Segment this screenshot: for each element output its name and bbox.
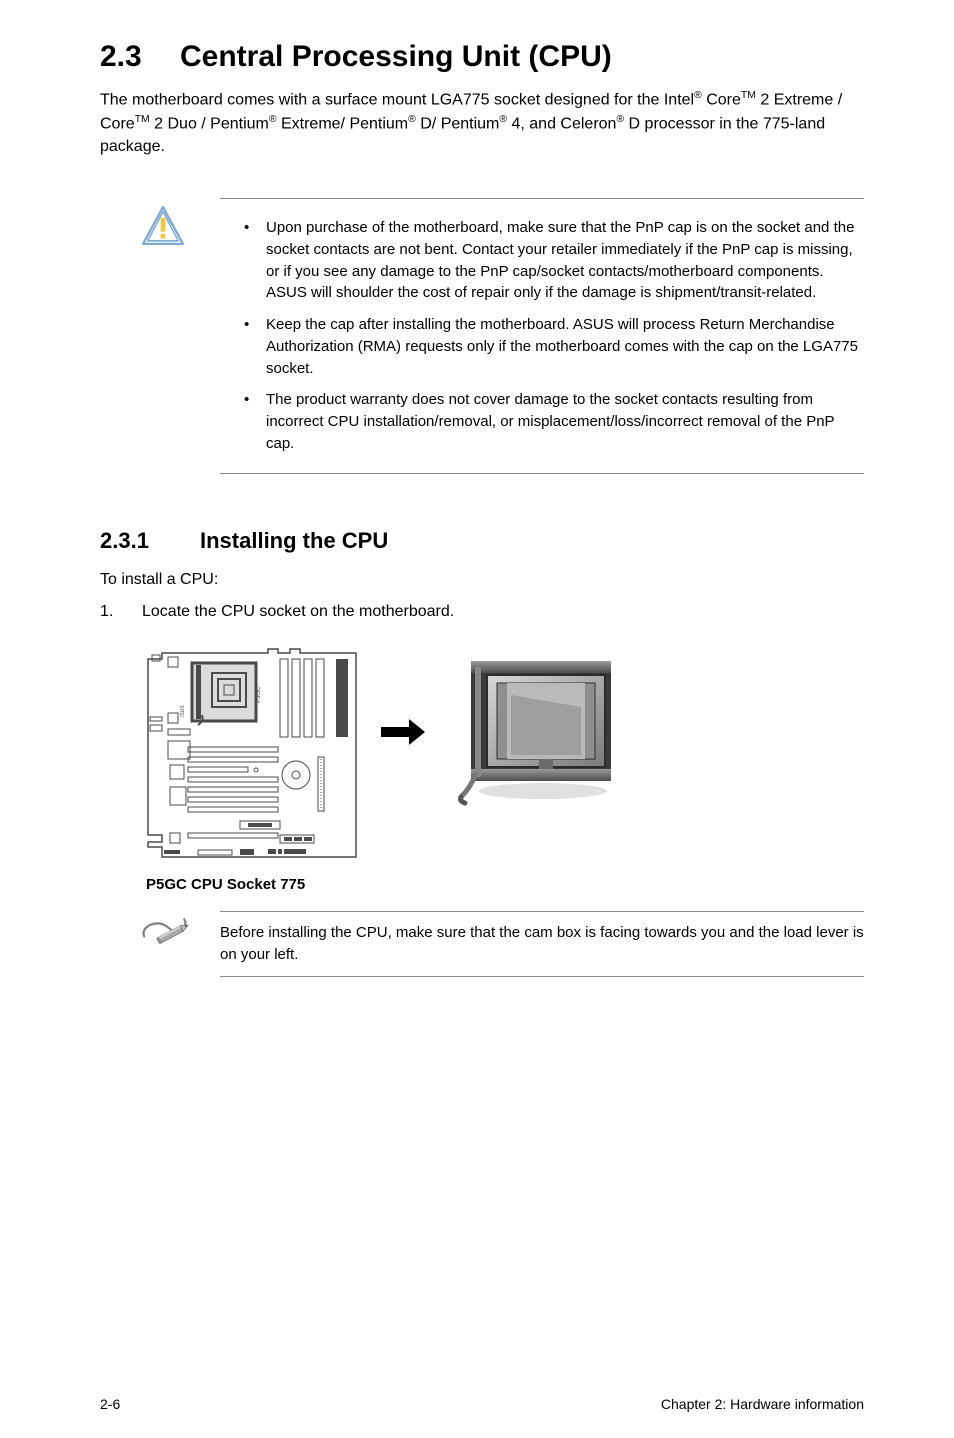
svg-text:/SUS: /SUS — [180, 705, 186, 717]
intro-paragraph: The motherboard comes with a surface mou… — [100, 88, 864, 158]
note-text: Before installing the CPU, make sure tha… — [220, 911, 864, 977]
steps-intro: To install a CPU: — [100, 568, 864, 591]
warning-block: Upon purchase of the motherboard, make s… — [140, 198, 864, 474]
step-text: Locate the CPU socket on the motherboard… — [142, 601, 454, 623]
step-number: 1. — [100, 601, 142, 623]
page-footer: 2-6 Chapter 2: Hardware information — [100, 1396, 864, 1412]
note-block: Before installing the CPU, make sure tha… — [140, 911, 864, 977]
section-number: 2.3 — [100, 40, 180, 74]
subsection-number: 2.3.1 — [100, 528, 200, 554]
figure-row: . — [140, 647, 864, 872]
subsection-heading: 2.3.1Installing the CPU — [100, 528, 864, 554]
pencil-icon — [140, 911, 192, 977]
warning-list: Upon purchase of the motherboard, make s… — [220, 198, 864, 474]
svg-text:.: . — [182, 851, 183, 857]
warning-item: Keep the cap after installing the mother… — [244, 314, 864, 379]
footer-chapter: Chapter 2: Hardware information — [661, 1396, 864, 1412]
warning-item: Upon purchase of the motherboard, make s… — [244, 217, 864, 304]
socket-closeup-diagram — [453, 647, 623, 812]
alert-icon — [140, 198, 192, 474]
section-title: Central Processing Unit (CPU) — [180, 40, 612, 73]
footer-page-number: 2-6 — [100, 1396, 120, 1412]
step-item: 1. Locate the CPU socket on the motherbo… — [100, 601, 864, 623]
arrow-icon — [379, 717, 427, 747]
figure-caption: P5GC CPU Socket 775 — [146, 876, 864, 893]
subsection-title: Installing the CPU — [200, 528, 388, 553]
svg-text:P5GC: P5GC — [256, 686, 262, 703]
motherboard-diagram: . — [140, 647, 365, 872]
section-heading: 2.3Central Processing Unit (CPU) — [100, 40, 864, 74]
warning-item: The product warranty does not cover dama… — [244, 389, 864, 454]
